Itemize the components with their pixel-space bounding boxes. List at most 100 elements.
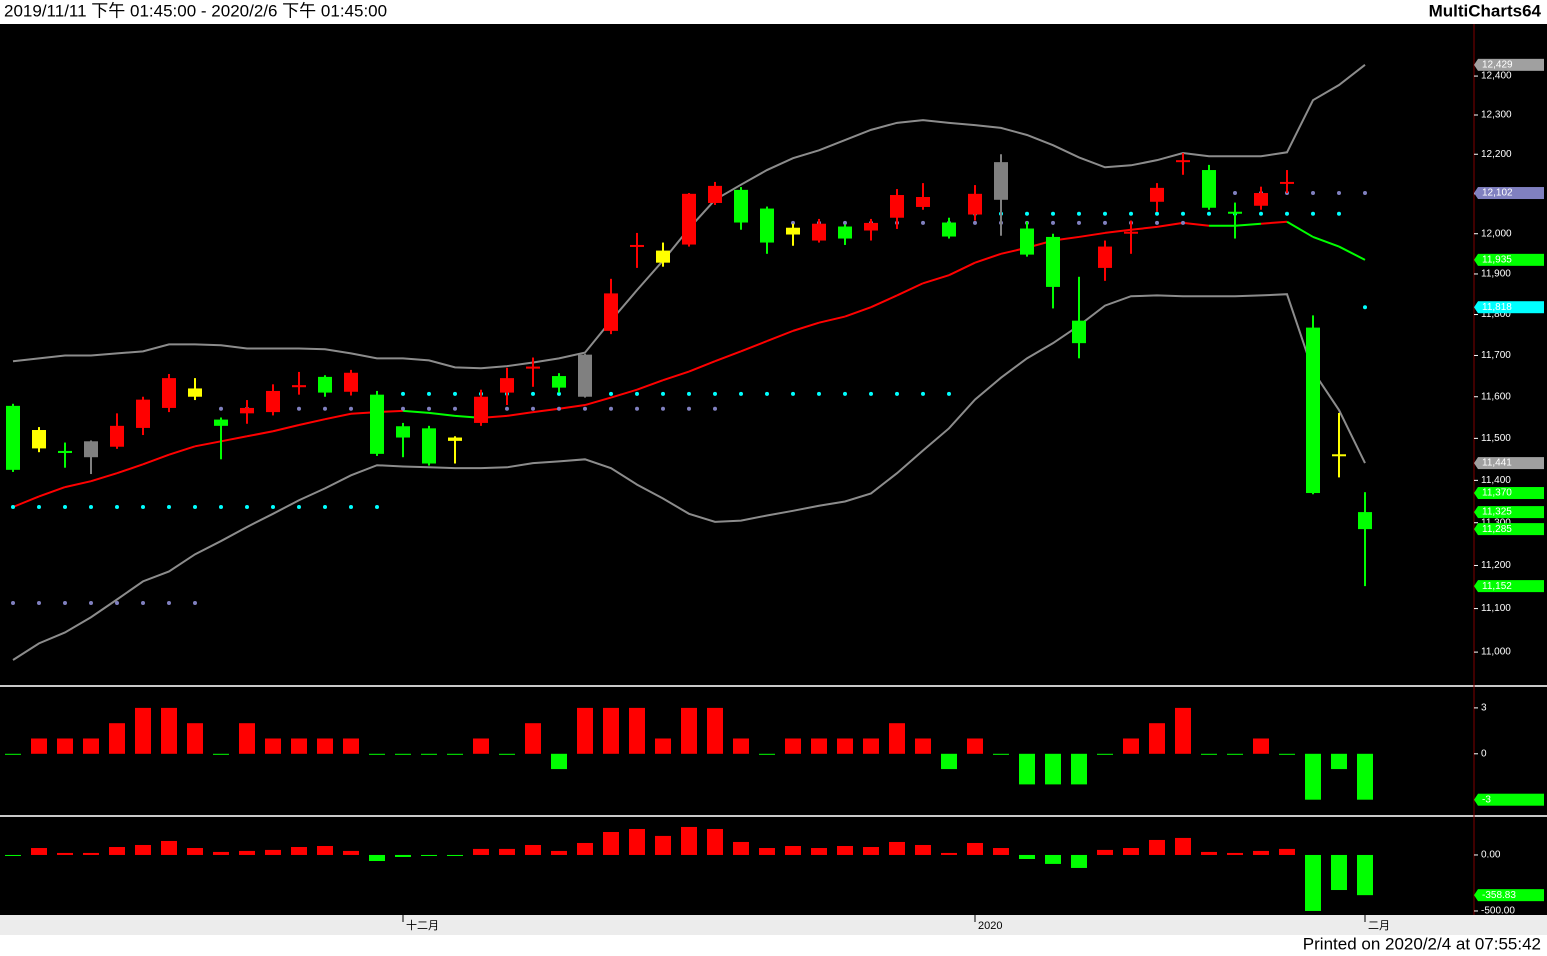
- middle-band-segment: [948, 261, 976, 277]
- bar: [1123, 848, 1139, 855]
- panel-separator: [0, 685, 1547, 687]
- bar: [239, 850, 255, 855]
- bar: [109, 847, 125, 855]
- y-tick-label: 11,600: [1481, 391, 1511, 402]
- y-tick-label: 3: [1481, 703, 1487, 714]
- price-marker-label: 12,429: [1482, 59, 1513, 70]
- stop-dot: [635, 406, 639, 411]
- stop-dot: [453, 391, 457, 396]
- bar: [941, 753, 957, 770]
- y-tick-label: 11,300: [1481, 517, 1511, 528]
- bar: [83, 738, 99, 754]
- candle-body: [1332, 454, 1346, 457]
- bar: [655, 738, 671, 754]
- middle-band-segment: [740, 340, 768, 353]
- y-tick-label: 11,100: [1481, 603, 1511, 614]
- x-tick-label: 二月: [1368, 920, 1390, 932]
- stop-dot: [63, 505, 67, 510]
- middle-band-segment: [194, 440, 222, 448]
- bar: [1357, 854, 1373, 896]
- middle-band-segment: [38, 486, 66, 498]
- y-tick-label: 11,000: [1481, 647, 1511, 658]
- range-title: 2019/11/11 下午 01:45:00 - 2020/2/6 下午 01:…: [4, 1, 387, 20]
- bar: [1227, 753, 1243, 755]
- bar: [213, 851, 229, 855]
- bar: [291, 847, 307, 855]
- price-marker: [1478, 793, 1544, 806]
- bar: [811, 848, 827, 855]
- bar: [1045, 854, 1061, 864]
- middle-band-segment: [168, 445, 196, 456]
- middle-band-segment: [1156, 221, 1184, 228]
- bar: [1279, 848, 1295, 855]
- stop-dot: [1155, 211, 1159, 216]
- bar: [317, 738, 333, 754]
- stop-dot: [557, 391, 561, 396]
- bar: [57, 738, 73, 754]
- bar: [785, 738, 801, 754]
- stop-dot: [1233, 191, 1237, 196]
- stop-dot: [687, 391, 691, 396]
- plot-background: [0, 24, 1547, 935]
- price-marker-arrow: [1474, 187, 1478, 200]
- stop-dot: [843, 391, 847, 396]
- price-marker-label: 11,152: [1482, 581, 1512, 592]
- stop-dot: [1077, 220, 1081, 225]
- stop-dot: [661, 391, 665, 396]
- candle-body: [1358, 512, 1372, 530]
- stop-dot: [947, 391, 951, 396]
- price-marker-arrow: [1474, 889, 1478, 902]
- y-tick-label: 12,300: [1481, 110, 1512, 121]
- middle-band-segment: [1286, 220, 1314, 238]
- bar: [1175, 707, 1191, 754]
- candle-body: [110, 425, 124, 447]
- candle-body: [916, 197, 930, 207]
- price-marker: [1478, 457, 1544, 470]
- bar: [395, 854, 411, 857]
- stop-dot: [869, 391, 873, 396]
- stop-dot: [895, 391, 899, 396]
- candle-body: [136, 399, 150, 428]
- middle-band-segment: [298, 418, 326, 426]
- candle-body: [1228, 211, 1242, 214]
- candle-body: [292, 385, 306, 388]
- bar: [317, 846, 333, 855]
- stop-dot: [115, 505, 119, 510]
- candle-body: [760, 208, 774, 243]
- candle-body: [578, 354, 592, 397]
- price-marker-arrow: [1474, 506, 1478, 519]
- candle-body: [994, 162, 1008, 200]
- date-strip: [0, 915, 1547, 935]
- y-tick-label: 11,500: [1481, 433, 1511, 444]
- price-marker: [1478, 523, 1544, 536]
- candle-body: [448, 437, 462, 441]
- bar: [1253, 738, 1269, 754]
- stop-dot: [661, 406, 665, 411]
- candle-body: [396, 426, 410, 438]
- stop-dot: [791, 391, 795, 396]
- candle-body: [1072, 320, 1086, 344]
- middle-band-segment: [558, 404, 586, 410]
- stop-dot: [1103, 220, 1107, 225]
- bar: [1045, 753, 1061, 785]
- candle-body: [708, 185, 722, 203]
- lower-band: [12, 293, 1366, 661]
- price-marker-label: 11,441: [1482, 458, 1512, 469]
- stop-dot: [1337, 191, 1341, 196]
- price-marker-label: 11,285: [1482, 524, 1512, 535]
- bar: [551, 753, 567, 770]
- bar: [1331, 854, 1347, 891]
- bar: [473, 738, 489, 754]
- candle-body: [890, 195, 904, 218]
- bar: [447, 753, 463, 755]
- price-marker: [1478, 889, 1544, 902]
- stop-dot: [1363, 191, 1367, 196]
- bar: [369, 753, 385, 755]
- middle-band-segment: [272, 424, 300, 433]
- bar: [707, 828, 723, 855]
- candle-body: [838, 226, 852, 239]
- stop-dot: [635, 391, 639, 396]
- price-marker-arrow: [1474, 253, 1478, 266]
- stop-dot: [765, 391, 769, 396]
- y-tick-label: 11,700: [1481, 350, 1511, 361]
